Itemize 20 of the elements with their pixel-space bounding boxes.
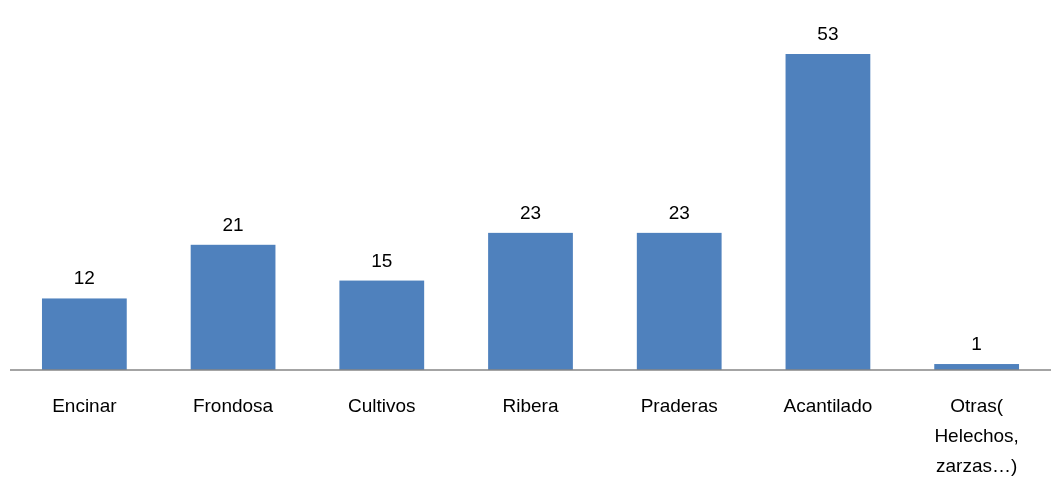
x-tick-label: Otras( Helechos, zarzas…) bbox=[934, 395, 1019, 476]
bar bbox=[636, 232, 722, 370]
bar bbox=[339, 280, 425, 370]
data-label: 1 bbox=[971, 333, 982, 355]
bar bbox=[785, 54, 871, 370]
x-tick-label: Praderas bbox=[640, 395, 718, 416]
x-tick-label: Frondosa bbox=[192, 395, 274, 416]
x-tick-label: Ribera bbox=[502, 395, 559, 416]
bar bbox=[41, 298, 127, 370]
bar bbox=[190, 244, 276, 370]
data-label: 53 bbox=[817, 23, 839, 44]
data-label: 15 bbox=[371, 249, 393, 271]
x-tick-label: Acantilado bbox=[783, 395, 873, 416]
data-label: 12 bbox=[73, 267, 95, 289]
data-label: 21 bbox=[222, 213, 244, 235]
data-label: 23 bbox=[668, 201, 690, 223]
x-tick-label: Cultivos bbox=[348, 395, 416, 416]
bar bbox=[488, 232, 573, 370]
x-tick-label: Encinar bbox=[52, 395, 118, 416]
data-label: 23 bbox=[519, 201, 542, 223]
